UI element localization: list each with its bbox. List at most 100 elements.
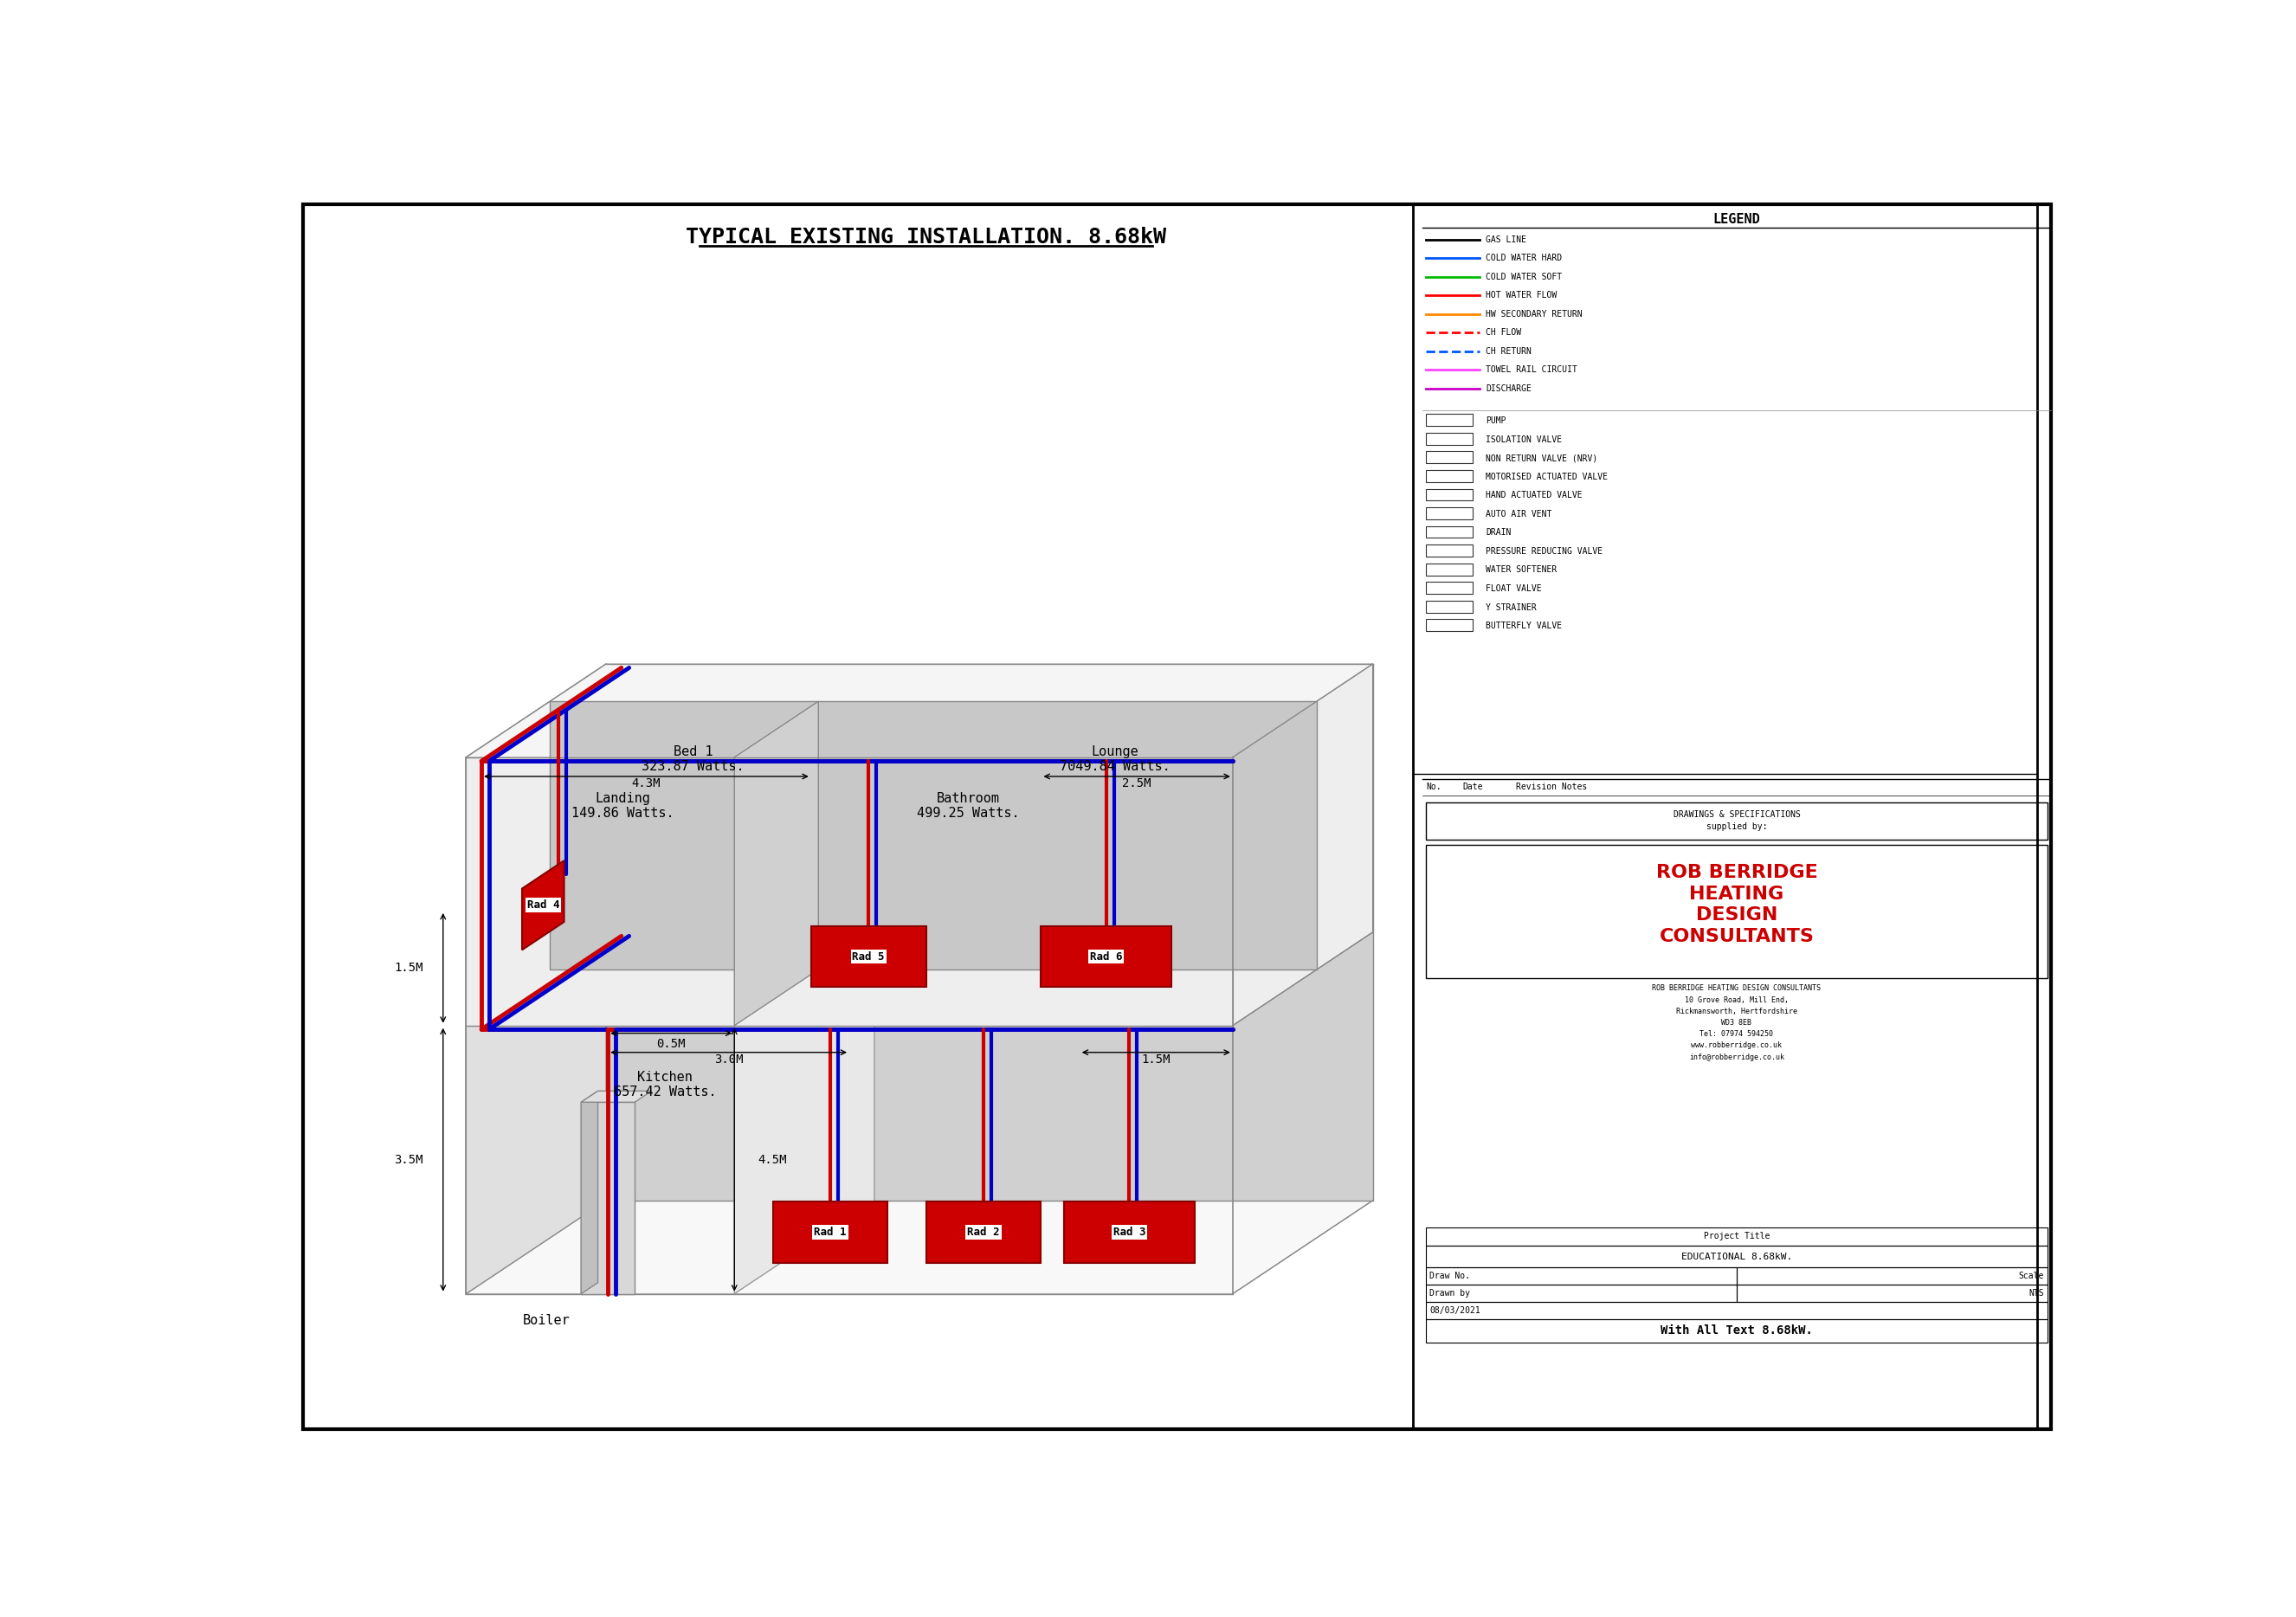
Polygon shape [466, 665, 606, 1025]
Text: HOT WATER FLOW: HOT WATER FLOW [1486, 291, 1557, 299]
Bar [1426, 619, 1472, 631]
Polygon shape [581, 1091, 597, 1294]
Text: PRESSURE REDUCING VALVE: PRESSURE REDUCING VALVE [1486, 547, 1603, 556]
Text: DRAWINGS & SPECIFICATIONS
supplied by:: DRAWINGS & SPECIFICATIONS supplied by: [1674, 810, 1800, 831]
Bar [1736, 1268, 2048, 1284]
Bar [1426, 545, 1472, 556]
Polygon shape [466, 933, 1373, 1025]
Text: 0.5M: 0.5M [657, 1038, 687, 1049]
Polygon shape [466, 933, 606, 1294]
Polygon shape [466, 757, 1233, 1025]
Text: Kitchen
657.42 Watts.: Kitchen 657.42 Watts. [613, 1070, 716, 1098]
Text: Scale: Scale [2018, 1271, 2043, 1281]
Text: PUMP: PUMP [1486, 416, 1506, 425]
Text: DISCHARGE: DISCHARGE [1486, 385, 1531, 393]
Text: 08/03/2021: 08/03/2021 [1430, 1307, 1481, 1315]
Bar [1426, 1268, 1736, 1284]
Text: AUTO AIR VENT: AUTO AIR VENT [1486, 509, 1552, 519]
Polygon shape [1233, 665, 1373, 1025]
Text: Drawn by: Drawn by [1430, 1289, 1469, 1297]
Text: Bathroom
499.25 Watts.: Bathroom 499.25 Watts. [916, 792, 1019, 820]
Text: NTS: NTS [2030, 1289, 2043, 1297]
Bar [1426, 471, 1472, 482]
Text: Rad 5: Rad 5 [852, 951, 884, 962]
Text: Date: Date [1463, 783, 1483, 792]
Text: Rad 3: Rad 3 [1114, 1227, 1146, 1239]
Text: DRAIN: DRAIN [1486, 529, 1511, 537]
Bar [1426, 508, 1472, 519]
Polygon shape [735, 702, 817, 1025]
Text: 1.5M: 1.5M [1141, 1054, 1171, 1066]
Text: NON RETURN VALVE (NRV): NON RETURN VALVE (NRV) [1486, 454, 1598, 462]
Polygon shape [810, 927, 925, 988]
Text: Rad 2: Rad 2 [967, 1227, 999, 1239]
Text: Y STRAINER: Y STRAINER [1486, 603, 1536, 611]
Text: COLD WATER SOFT: COLD WATER SOFT [1486, 272, 1561, 281]
Polygon shape [606, 665, 1373, 933]
Text: With All Text 8.68kW.: With All Text 8.68kW. [1660, 1324, 1814, 1337]
Bar [1426, 844, 2048, 978]
Text: Rad 1: Rad 1 [815, 1227, 847, 1239]
Text: Revision Notes: Revision Notes [1515, 783, 1587, 792]
Bar [1426, 600, 1472, 613]
Text: LEGEND: LEGEND [1713, 213, 1761, 226]
Text: MOTORISED ACTUATED VALVE: MOTORISED ACTUATED VALVE [1486, 472, 1607, 480]
Text: 3.5M: 3.5M [395, 1153, 422, 1166]
Bar [1426, 1245, 2048, 1268]
Text: COLD WATER HARD: COLD WATER HARD [1486, 254, 1561, 262]
Polygon shape [581, 1091, 652, 1103]
Polygon shape [466, 1200, 1373, 1294]
Text: WATER SOFTENER: WATER SOFTENER [1486, 566, 1557, 574]
Text: 4.5M: 4.5M [758, 1153, 788, 1166]
Bar [1426, 1227, 2048, 1245]
Text: HW SECONDARY RETURN: HW SECONDARY RETURN [1486, 310, 1582, 319]
Bar [1426, 433, 1472, 445]
Polygon shape [466, 665, 1373, 757]
Polygon shape [1063, 1201, 1194, 1263]
Text: Project Title: Project Title [1704, 1232, 1770, 1240]
Text: HAND ACTUATED VALVE: HAND ACTUATED VALVE [1486, 492, 1582, 500]
Polygon shape [606, 933, 1373, 1200]
Bar [1736, 1284, 2048, 1302]
Text: ROB BERRIDGE
HEATING
DESIGN
CONSULTANTS: ROB BERRIDGE HEATING DESIGN CONSULTANTS [1655, 863, 1818, 946]
Text: Lounge
7049.84 Watts.: Lounge 7049.84 Watts. [1058, 745, 1171, 773]
Text: TYPICAL EXISTING INSTALLATION. 8.68kW: TYPICAL EXISTING INSTALLATION. 8.68kW [687, 226, 1166, 247]
Bar [1426, 563, 1472, 576]
Bar [1426, 526, 1472, 538]
Text: No.: No. [1426, 783, 1442, 792]
Text: Bed 1
323.87 Watts.: Bed 1 323.87 Watts. [641, 745, 744, 773]
Bar [1426, 488, 1472, 501]
Polygon shape [925, 1201, 1040, 1263]
Text: 4.3M: 4.3M [631, 778, 661, 789]
Polygon shape [551, 702, 1316, 970]
Bar [1426, 582, 1472, 593]
Text: Draw No.: Draw No. [1430, 1271, 1469, 1281]
Polygon shape [581, 1103, 634, 1294]
Text: Rad 6: Rad 6 [1091, 951, 1123, 962]
Text: ROB BERRIDGE HEATING DESIGN CONSULTANTS
10 Grove Road, Mill End,
Rickmansworth, : ROB BERRIDGE HEATING DESIGN CONSULTANTS … [1653, 985, 1821, 1061]
Text: 1.5M: 1.5M [395, 962, 422, 973]
Text: Landing
149.86 Watts.: Landing 149.86 Watts. [572, 792, 675, 820]
Polygon shape [1040, 927, 1171, 988]
Text: Boiler: Boiler [523, 1315, 569, 1328]
Bar [1426, 802, 2048, 839]
Text: 3.0M: 3.0M [714, 1054, 744, 1066]
Bar [1426, 451, 1472, 464]
Polygon shape [521, 860, 565, 949]
Text: 2.5M: 2.5M [1123, 778, 1150, 789]
Bar [1426, 1284, 1736, 1302]
Text: CH RETURN: CH RETURN [1486, 348, 1531, 356]
Polygon shape [774, 1201, 889, 1263]
Text: Rad 4: Rad 4 [526, 899, 560, 910]
Text: ISOLATION VALVE: ISOLATION VALVE [1486, 435, 1561, 443]
Text: BUTTERFLY VALVE: BUTTERFLY VALVE [1486, 621, 1561, 631]
Text: FLOAT VALVE: FLOAT VALVE [1486, 584, 1543, 593]
Text: EDUCATIONAL 8.68kW.: EDUCATIONAL 8.68kW. [1681, 1252, 1793, 1261]
Text: TOWEL RAIL CIRCUIT: TOWEL RAIL CIRCUIT [1486, 365, 1577, 374]
Text: GAS LINE: GAS LINE [1486, 234, 1527, 244]
Bar [1412, 204, 2037, 1429]
Text: CH FLOW: CH FLOW [1486, 328, 1522, 336]
Bar [1426, 1319, 2048, 1342]
Bar [1426, 1302, 2048, 1319]
Bar [1426, 414, 1472, 425]
